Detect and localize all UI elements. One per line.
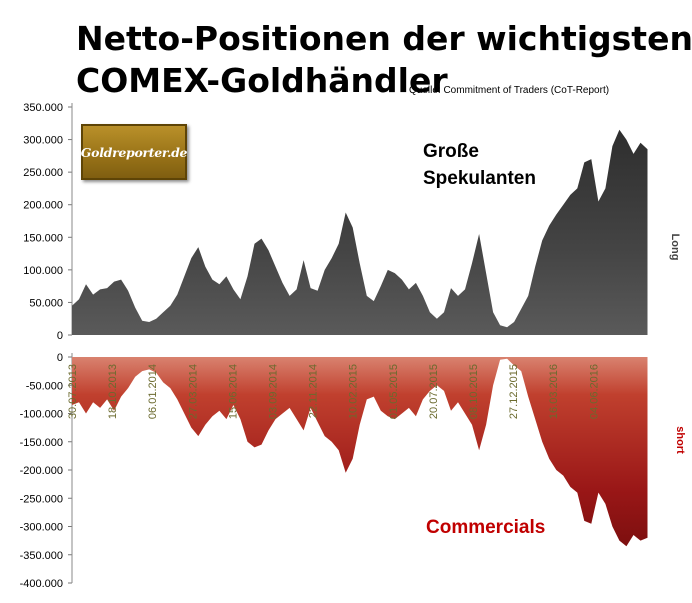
x-tick-label: 22.11.2014 — [308, 364, 320, 418]
x-tick-label: 08.10.2015 — [468, 364, 480, 419]
source-note: Quelle: Commitment of Traders (CoT-Repor… — [409, 85, 610, 96]
y-tick-label: 300.000 — [23, 135, 63, 147]
y-tick-label: 250.000 — [23, 167, 63, 179]
y-tick-label: -250.000 — [20, 493, 63, 505]
chart-title-line-1: Netto-Positionen der wichtigsten — [76, 19, 692, 58]
x-tick-label: 15.06.2014 — [227, 364, 239, 419]
series-area — [72, 357, 648, 547]
x-tick-label: 20.07.2015 — [428, 364, 440, 419]
x-tick-label: 16.03.2016 — [548, 364, 560, 419]
y-tick-label: -350.000 — [20, 550, 63, 562]
y-tick-label: 200.000 — [23, 200, 63, 212]
y-tick-label: 150.000 — [23, 232, 63, 244]
x-tick-label: 03.09.2014 — [268, 364, 280, 419]
y-tick-label: 50.000 — [29, 297, 63, 309]
y-tick-label: 100.000 — [23, 265, 63, 277]
series-area — [72, 129, 648, 335]
x-tick-label: 04.06.2016 — [588, 364, 600, 419]
y-tick-label: -150.000 — [20, 437, 63, 449]
x-axis-labels: 30.07.2013 18.10.2013 06.01.2014 27.03.2014… — [67, 364, 600, 419]
commercials-label: Commercials — [426, 517, 546, 538]
goldreporter-logo: Goldreporter.de — [80, 124, 188, 180]
long-panel: 0 50.000 100.000 150.000 200.000 250.000 300.0… — [23, 102, 681, 342]
axis-side-label: short — [674, 426, 686, 454]
speculators-label: Große Spekulanten — [423, 141, 536, 189]
x-tick-label: 10.02.2015 — [348, 364, 360, 419]
x-tick-label: 01.05.2015 — [388, 364, 400, 419]
y-tick-label: -100.000 — [20, 409, 63, 421]
short-panel: -400.000 -350.000 -300.000 -250.000 -200.000… — [20, 352, 686, 590]
y-tick-label: -300.000 — [20, 522, 63, 534]
y-tick-label: -400.000 — [20, 578, 63, 590]
y-tick-label: 350.000 — [23, 102, 63, 114]
axis-side-label: Long — [669, 234, 681, 261]
x-tick-label: 18.10.2013 — [107, 364, 119, 419]
y-tick-label: -200.000 — [20, 465, 63, 477]
chart-title-line-2: COMEX-Goldhändler — [76, 61, 448, 100]
y-tick-label: -50.000 — [26, 380, 63, 392]
x-tick-label: 30.07.2013 — [67, 364, 79, 419]
y-tick-label: 0 — [57, 352, 63, 364]
y-tick-label: 0 — [57, 330, 63, 342]
logo-text: Goldreporter.de — [80, 144, 188, 160]
x-tick-label: 27.12.2015 — [508, 364, 520, 419]
x-tick-label: 27.03.2014 — [187, 364, 199, 419]
x-tick-label: 06.01.2014 — [147, 364, 159, 419]
